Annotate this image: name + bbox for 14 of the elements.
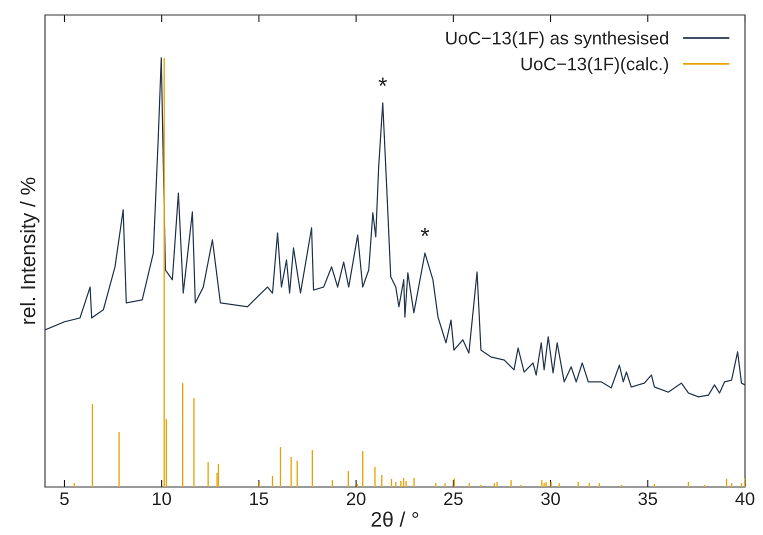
x-tick-label: 20: [346, 492, 366, 506]
x-tick-label: 25: [444, 492, 463, 506]
x-tick-label: 30: [541, 492, 560, 506]
legend-label: UoC−13(1F)(calc.): [522, 57, 668, 74]
x-tick-label: 15: [250, 492, 268, 506]
legend-label: UoC−13(1F) as synthesised: [446, 31, 668, 48]
x-tick-label: 40: [735, 492, 754, 506]
annotation: *: [420, 228, 430, 236]
annotation: *: [378, 78, 387, 86]
x-axis-title: 2θ / °: [372, 511, 418, 527]
x-tick-label: 5: [60, 492, 69, 506]
x-tick-label: 10: [153, 492, 172, 506]
x-tick-label: 35: [638, 492, 658, 506]
y-axis-title: rel. Intensity / %: [20, 178, 40, 324]
